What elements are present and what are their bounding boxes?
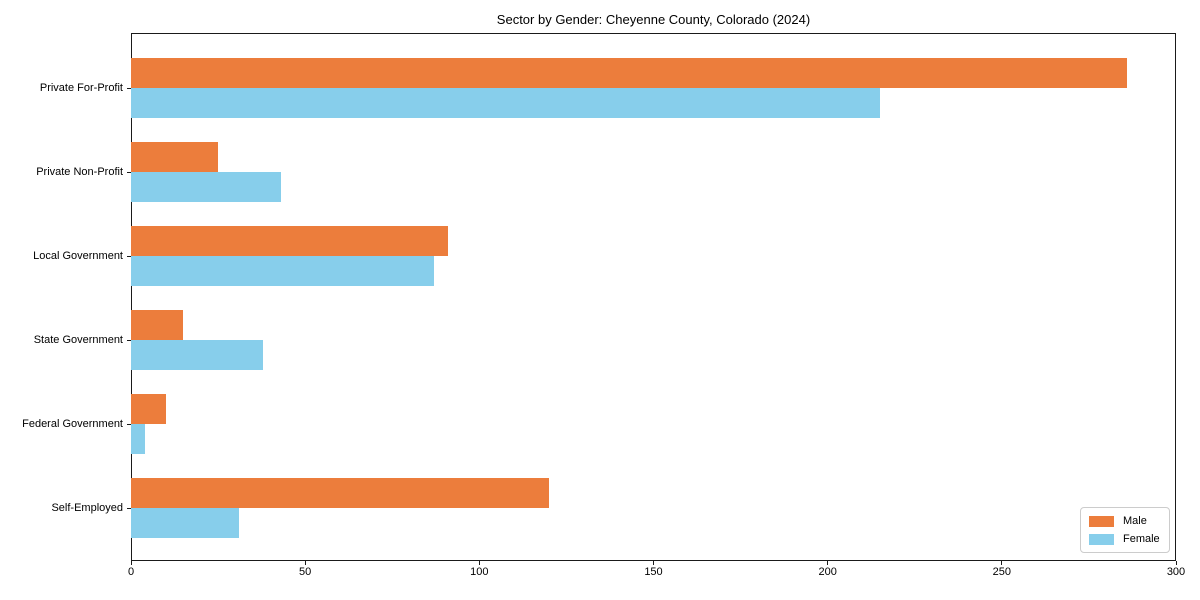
- x-tick-label: 0: [127, 566, 135, 578]
- y-axis-label: Federal Government: [22, 418, 123, 430]
- x-tick-mark: [827, 561, 829, 565]
- x-tick-mark: [130, 561, 132, 565]
- y-tick-mark: [127, 88, 131, 89]
- x-tick-label: 300: [1166, 566, 1186, 578]
- x-tick-mark: [653, 561, 654, 565]
- legend-item-female: Female: [1089, 532, 1161, 546]
- y-tick-mark: [127, 424, 131, 425]
- x-tick-label: 200: [818, 566, 837, 578]
- bar-female-1: [131, 172, 281, 202]
- chart-title: Sector by Gender: Cheyenne County, Color…: [496, 12, 811, 27]
- legend: Male Female: [1080, 507, 1170, 553]
- bar-female-4: [131, 424, 145, 454]
- y-tick-mark: [127, 256, 131, 257]
- plot-area: [131, 33, 1176, 561]
- x-tick-mark: [304, 561, 306, 565]
- y-axis-label: State Government: [33, 334, 123, 346]
- x-tick-label: 250: [992, 566, 1011, 578]
- bar-male-5: [131, 478, 549, 508]
- y-tick-mark: [127, 508, 131, 509]
- bar-male-4: [131, 394, 166, 424]
- legend-swatch-female: [1089, 533, 1114, 545]
- legend-item-male: Male: [1089, 514, 1161, 528]
- legend-label-male: Male: [1123, 515, 1147, 527]
- x-tick-mark: [1175, 561, 1177, 565]
- y-axis-label: Private For-Profit: [39, 82, 123, 94]
- x-tick-label: 50: [299, 566, 312, 578]
- bar-male-3: [131, 310, 184, 340]
- y-tick-mark: [127, 172, 131, 173]
- x-tick-label: 150: [644, 566, 663, 578]
- legend-swatch-male: [1089, 515, 1114, 527]
- bar-female-2: [131, 256, 435, 286]
- y-tick-mark: [127, 340, 131, 341]
- x-tick-label: 100: [470, 566, 489, 578]
- bar-male-2: [131, 226, 448, 256]
- bar-female-0: [131, 88, 880, 118]
- y-axis-label: Private Non-Profit: [36, 166, 123, 178]
- y-axis-label: Self-Employed: [51, 502, 123, 514]
- y-axis-label: Local Government: [33, 250, 123, 262]
- x-tick-mark: [478, 561, 480, 565]
- x-tick-mark: [1001, 561, 1003, 565]
- bar-female-3: [131, 340, 264, 370]
- legend-label-female: Female: [1123, 533, 1160, 545]
- bar-male-0: [131, 58, 1128, 88]
- bar-female-5: [131, 508, 239, 538]
- bar-male-1: [131, 142, 219, 172]
